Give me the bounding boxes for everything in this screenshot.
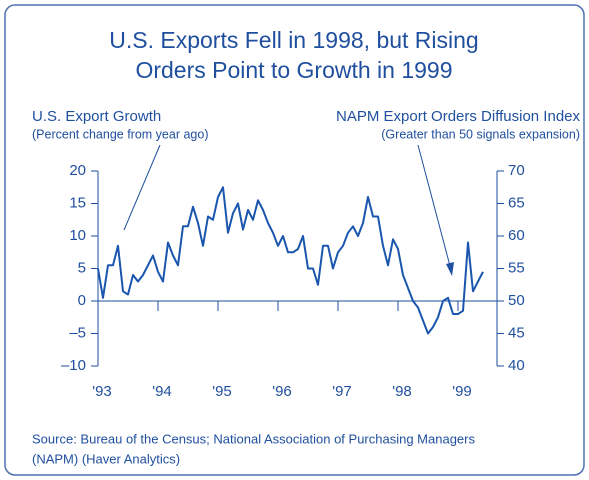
- y-tick-label: 10: [69, 227, 86, 244]
- frame: [4, 4, 585, 476]
- y-tick-label: –5: [69, 324, 86, 341]
- y-tick-label: 15: [69, 194, 86, 211]
- annotation-arrow: [417, 144, 451, 267]
- x-tick-label: '95: [212, 383, 232, 400]
- y-tick-label: 0: [78, 292, 86, 309]
- y-tick-label: –10: [61, 357, 86, 374]
- y-tick-label: 5: [78, 259, 86, 276]
- y2-tick-label: 60: [508, 227, 525, 244]
- source: (NAPM) (Haver Analytics): [32, 451, 180, 466]
- x-tick-label: '93: [92, 383, 112, 400]
- y2-tick-label: 50: [508, 292, 525, 309]
- x-tick-label: '98: [392, 383, 412, 400]
- x-tick-label: '96: [272, 383, 292, 400]
- x-tick-label: '94: [152, 383, 172, 400]
- y2-tick-label: 65: [508, 194, 525, 211]
- x-tick-label: '97: [332, 383, 352, 400]
- y-tick-label: 20: [69, 162, 86, 179]
- annotation-line: [123, 144, 161, 231]
- y2-tick-label: 45: [508, 324, 525, 341]
- y2-tick-label: 55: [508, 259, 525, 276]
- source: Source: Bureau of the Census; National A…: [32, 431, 475, 446]
- y2-tick-label: 70: [508, 162, 525, 179]
- arrow-head: [446, 262, 454, 276]
- y2-tick-label: 40: [508, 357, 525, 374]
- annotation: U.S. Export Growth: [32, 108, 161, 125]
- annotation: (Greater than 50 signals expansion): [381, 127, 580, 141]
- annotation: NAPM Export Orders Diffusion Index: [336, 108, 580, 125]
- chart-title: U.S. Exports Fell in 1998, but Rising: [109, 27, 478, 53]
- x-tick-label: '99: [452, 383, 472, 400]
- data-line: [97, 186, 484, 335]
- chart-subtitle: Orders Point to Growth in 1999: [135, 57, 452, 83]
- annotation: (Percent change from year ago): [32, 127, 208, 141]
